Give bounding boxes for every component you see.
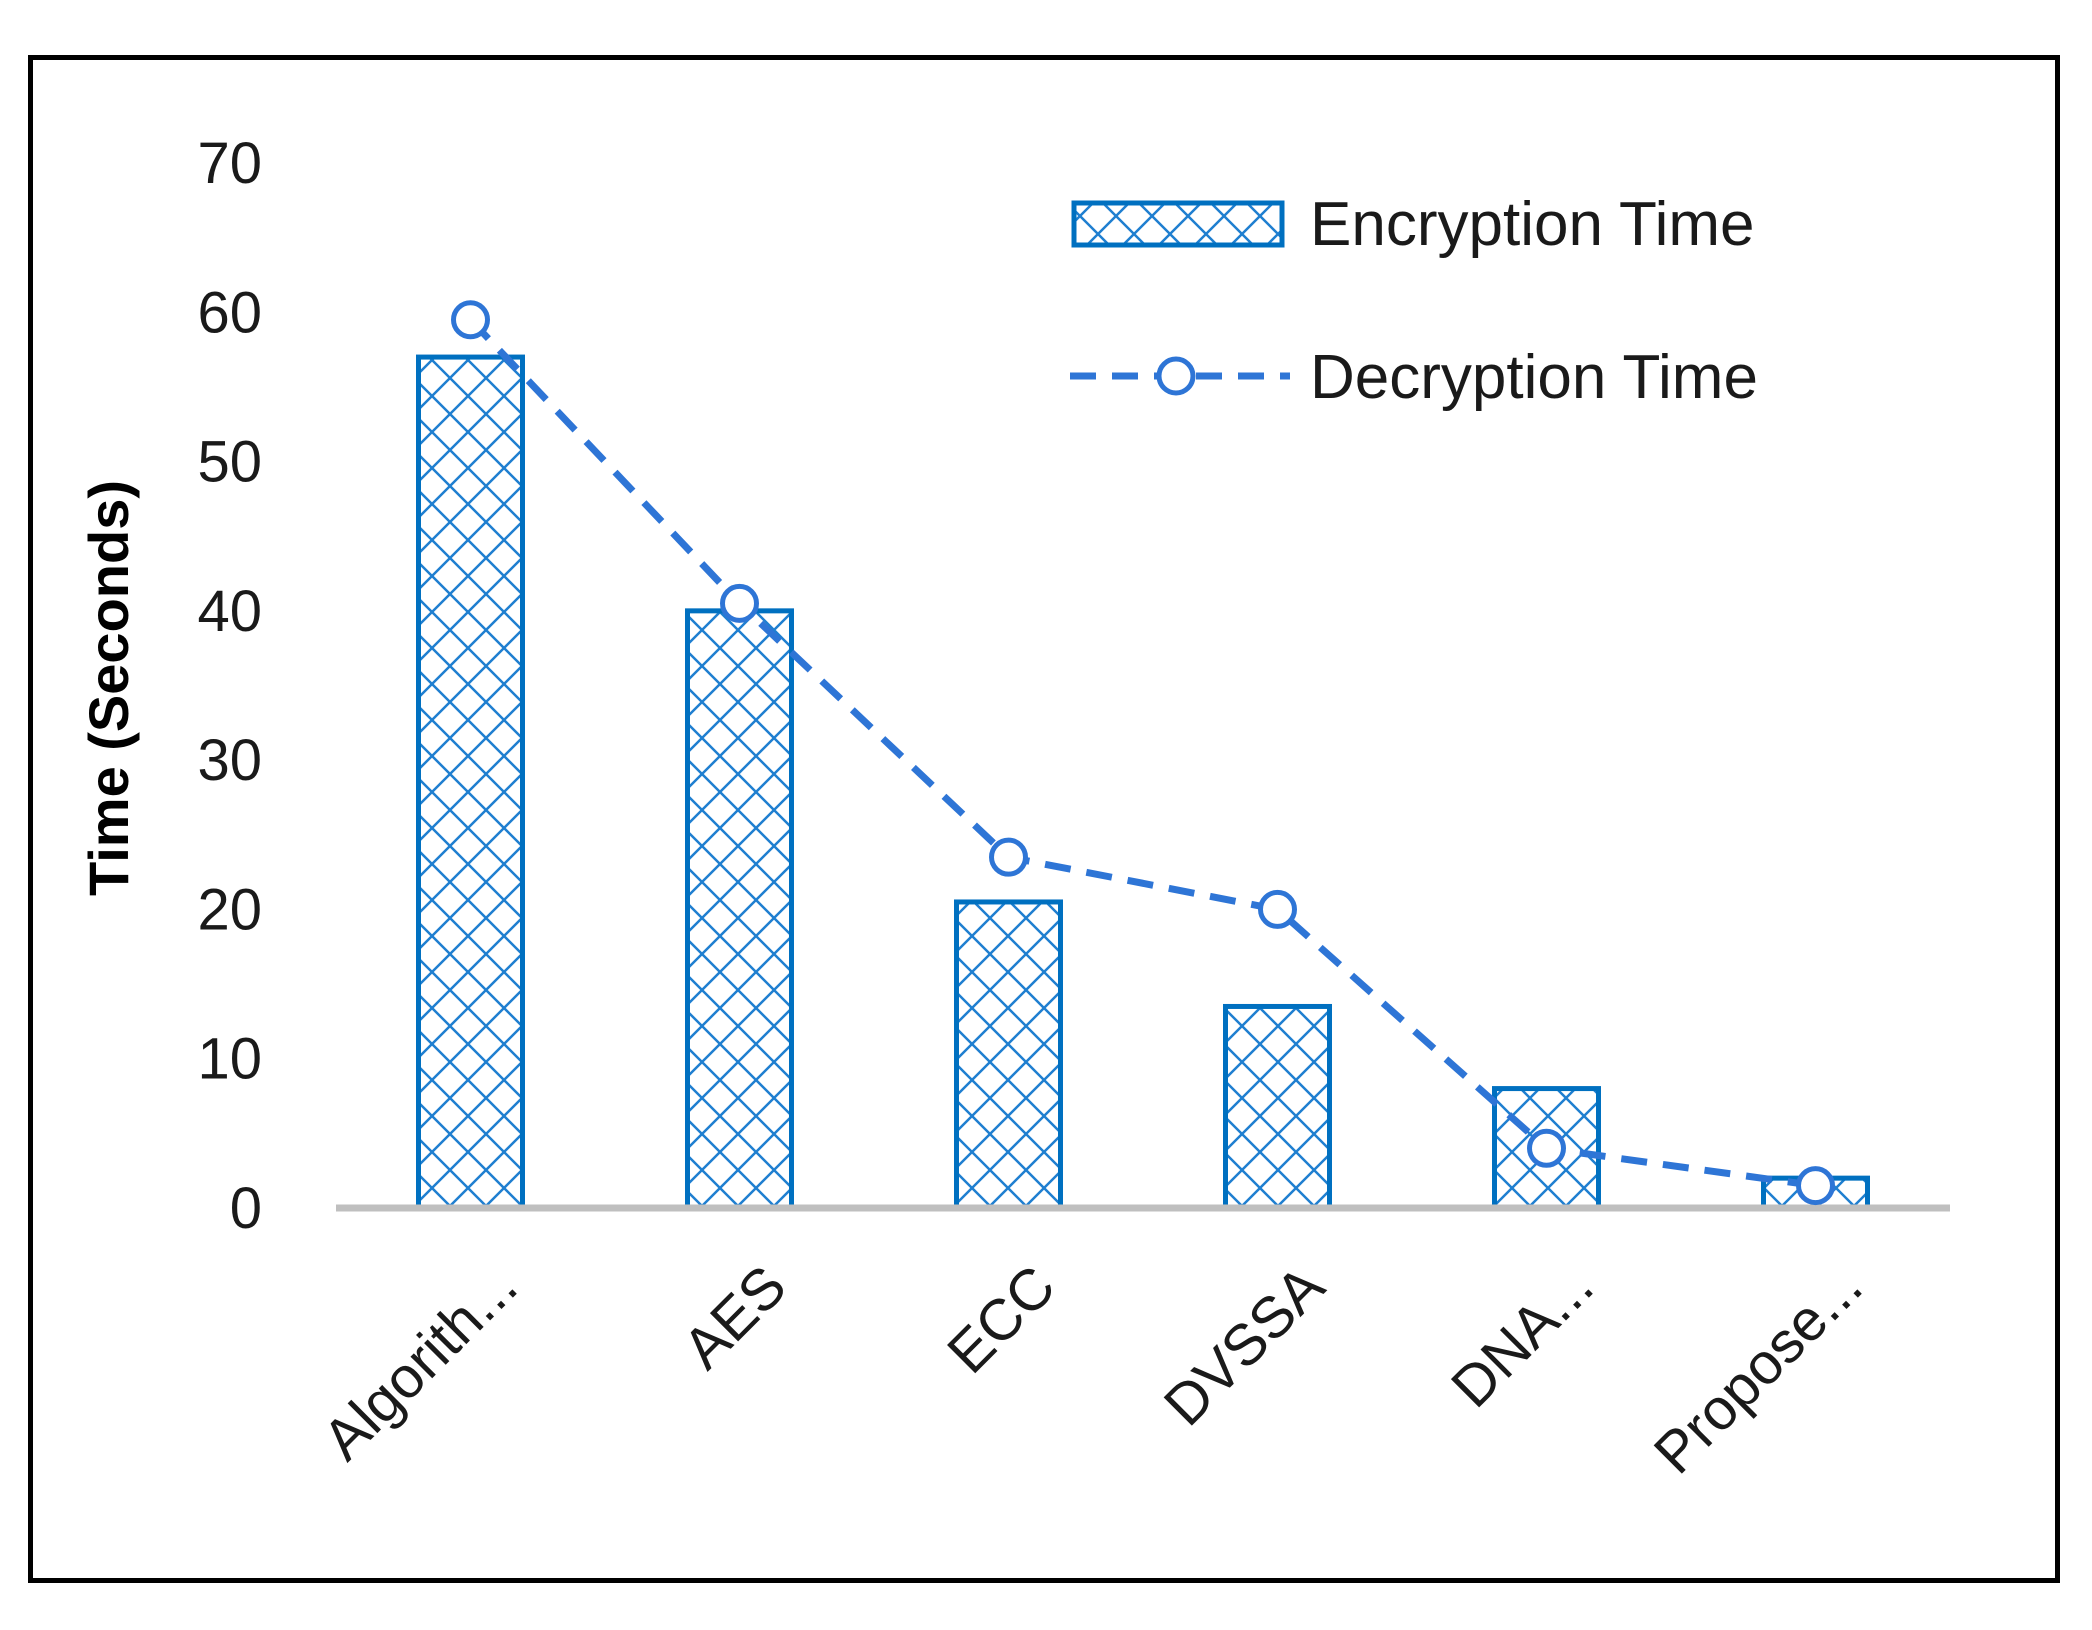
legend-swatch-decryption-marker: [1156, 356, 1196, 396]
decryption-point: [1527, 1128, 1566, 1168]
y-tick-label: 60: [197, 280, 262, 345]
decryption-point: [1258, 889, 1297, 929]
y-tick-label: 40: [197, 579, 262, 644]
legend-label-encryption: Encryption Time: [1310, 190, 1755, 259]
x-category-label: DNA...: [1439, 1253, 1606, 1420]
encryption-bars: [416, 354, 1870, 1211]
encryption-bar: [954, 899, 1063, 1211]
y-tick-label: 0: [230, 1176, 262, 1241]
y-tick-label: 70: [197, 131, 262, 196]
y-tick-label: 10: [197, 1027, 262, 1092]
decryption-point: [1796, 1166, 1835, 1206]
decryption-point: [989, 837, 1028, 877]
legend-swatch-encryption: [1071, 200, 1285, 248]
chart-frame: [28, 55, 2060, 1583]
x-category-label: ECC: [935, 1253, 1068, 1386]
x-category-label: Algorith...: [310, 1253, 529, 1472]
y-tick-label: 30: [197, 728, 262, 793]
y-axis-title: Time (Seconds): [77, 480, 140, 896]
x-category-label: Propose...: [1642, 1253, 1875, 1486]
legend: Encryption Time Decryption Time: [1070, 190, 1758, 412]
decryption-line: [467, 317, 1816, 1190]
x-category-label: DVSSA: [1152, 1253, 1337, 1438]
legend-label-decryption: Decryption Time: [1310, 343, 1758, 412]
encryption-bar: [416, 354, 525, 1211]
encryption-bar: [685, 608, 794, 1211]
x-category-label: AES: [671, 1253, 799, 1381]
y-axis-ticks: 0 10 20 30 40 50 60 70: [197, 131, 262, 1241]
y-tick-label: 50: [197, 430, 262, 495]
x-axis-labels: Algorith... AES ECC DVSSA DNA... Propose...: [310, 1253, 1874, 1486]
y-tick-label: 20: [197, 877, 262, 942]
decryption-line-series: [451, 300, 1835, 1206]
encryption-bar: [1223, 1003, 1332, 1211]
decryption-point: [451, 300, 490, 340]
decryption-point: [720, 583, 759, 623]
